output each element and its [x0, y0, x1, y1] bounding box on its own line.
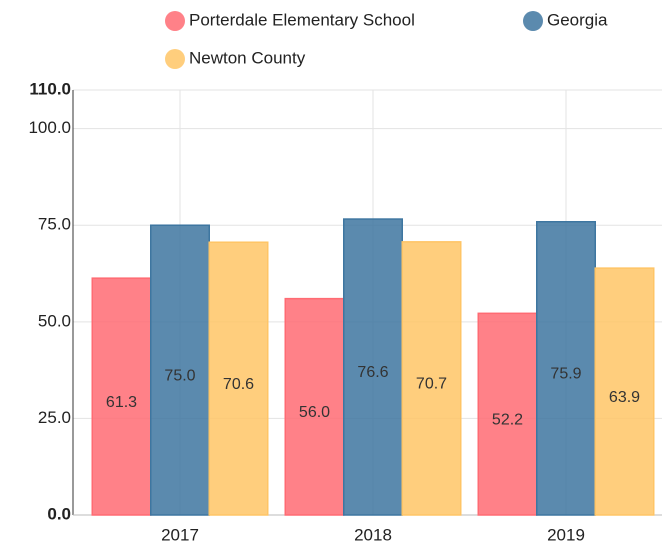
x-tick-label: 2017 [161, 525, 199, 544]
legend-label: Porterdale Elementary School [189, 10, 415, 29]
legend-swatch [523, 11, 543, 31]
data-label: 52.2 [492, 411, 523, 428]
legend-label: Newton County [189, 48, 306, 67]
bar [284, 297, 345, 516]
y-tick-label: 75.0 [38, 215, 71, 234]
data-label: 70.6 [223, 376, 254, 393]
legend-label: Georgia [547, 10, 608, 29]
legend-swatch [165, 49, 185, 69]
y-tick-label: 25.0 [38, 408, 71, 427]
y-tick-label: 50.0 [38, 311, 71, 330]
data-label: 70.7 [416, 376, 447, 393]
data-label: 56.0 [299, 404, 330, 421]
bar [150, 224, 210, 516]
bar [91, 277, 152, 516]
bar [594, 267, 655, 516]
legend-swatch [165, 11, 185, 31]
x-tick-label: 2018 [354, 525, 392, 544]
y-tick-label: 110.0 [29, 79, 71, 98]
bar [208, 241, 269, 516]
data-label: 76.6 [357, 364, 388, 381]
bar [401, 241, 462, 516]
data-label: 63.9 [609, 389, 640, 406]
data-label: 75.9 [550, 366, 581, 383]
data-label: 61.3 [106, 394, 137, 411]
y-tick-label: 100.0 [28, 118, 71, 137]
bar [477, 312, 538, 516]
x-tick-label: 2019 [547, 525, 585, 544]
data-label: 75.0 [164, 367, 195, 384]
y-tick-label: 0.0 [47, 504, 71, 523]
bar [343, 218, 403, 516]
